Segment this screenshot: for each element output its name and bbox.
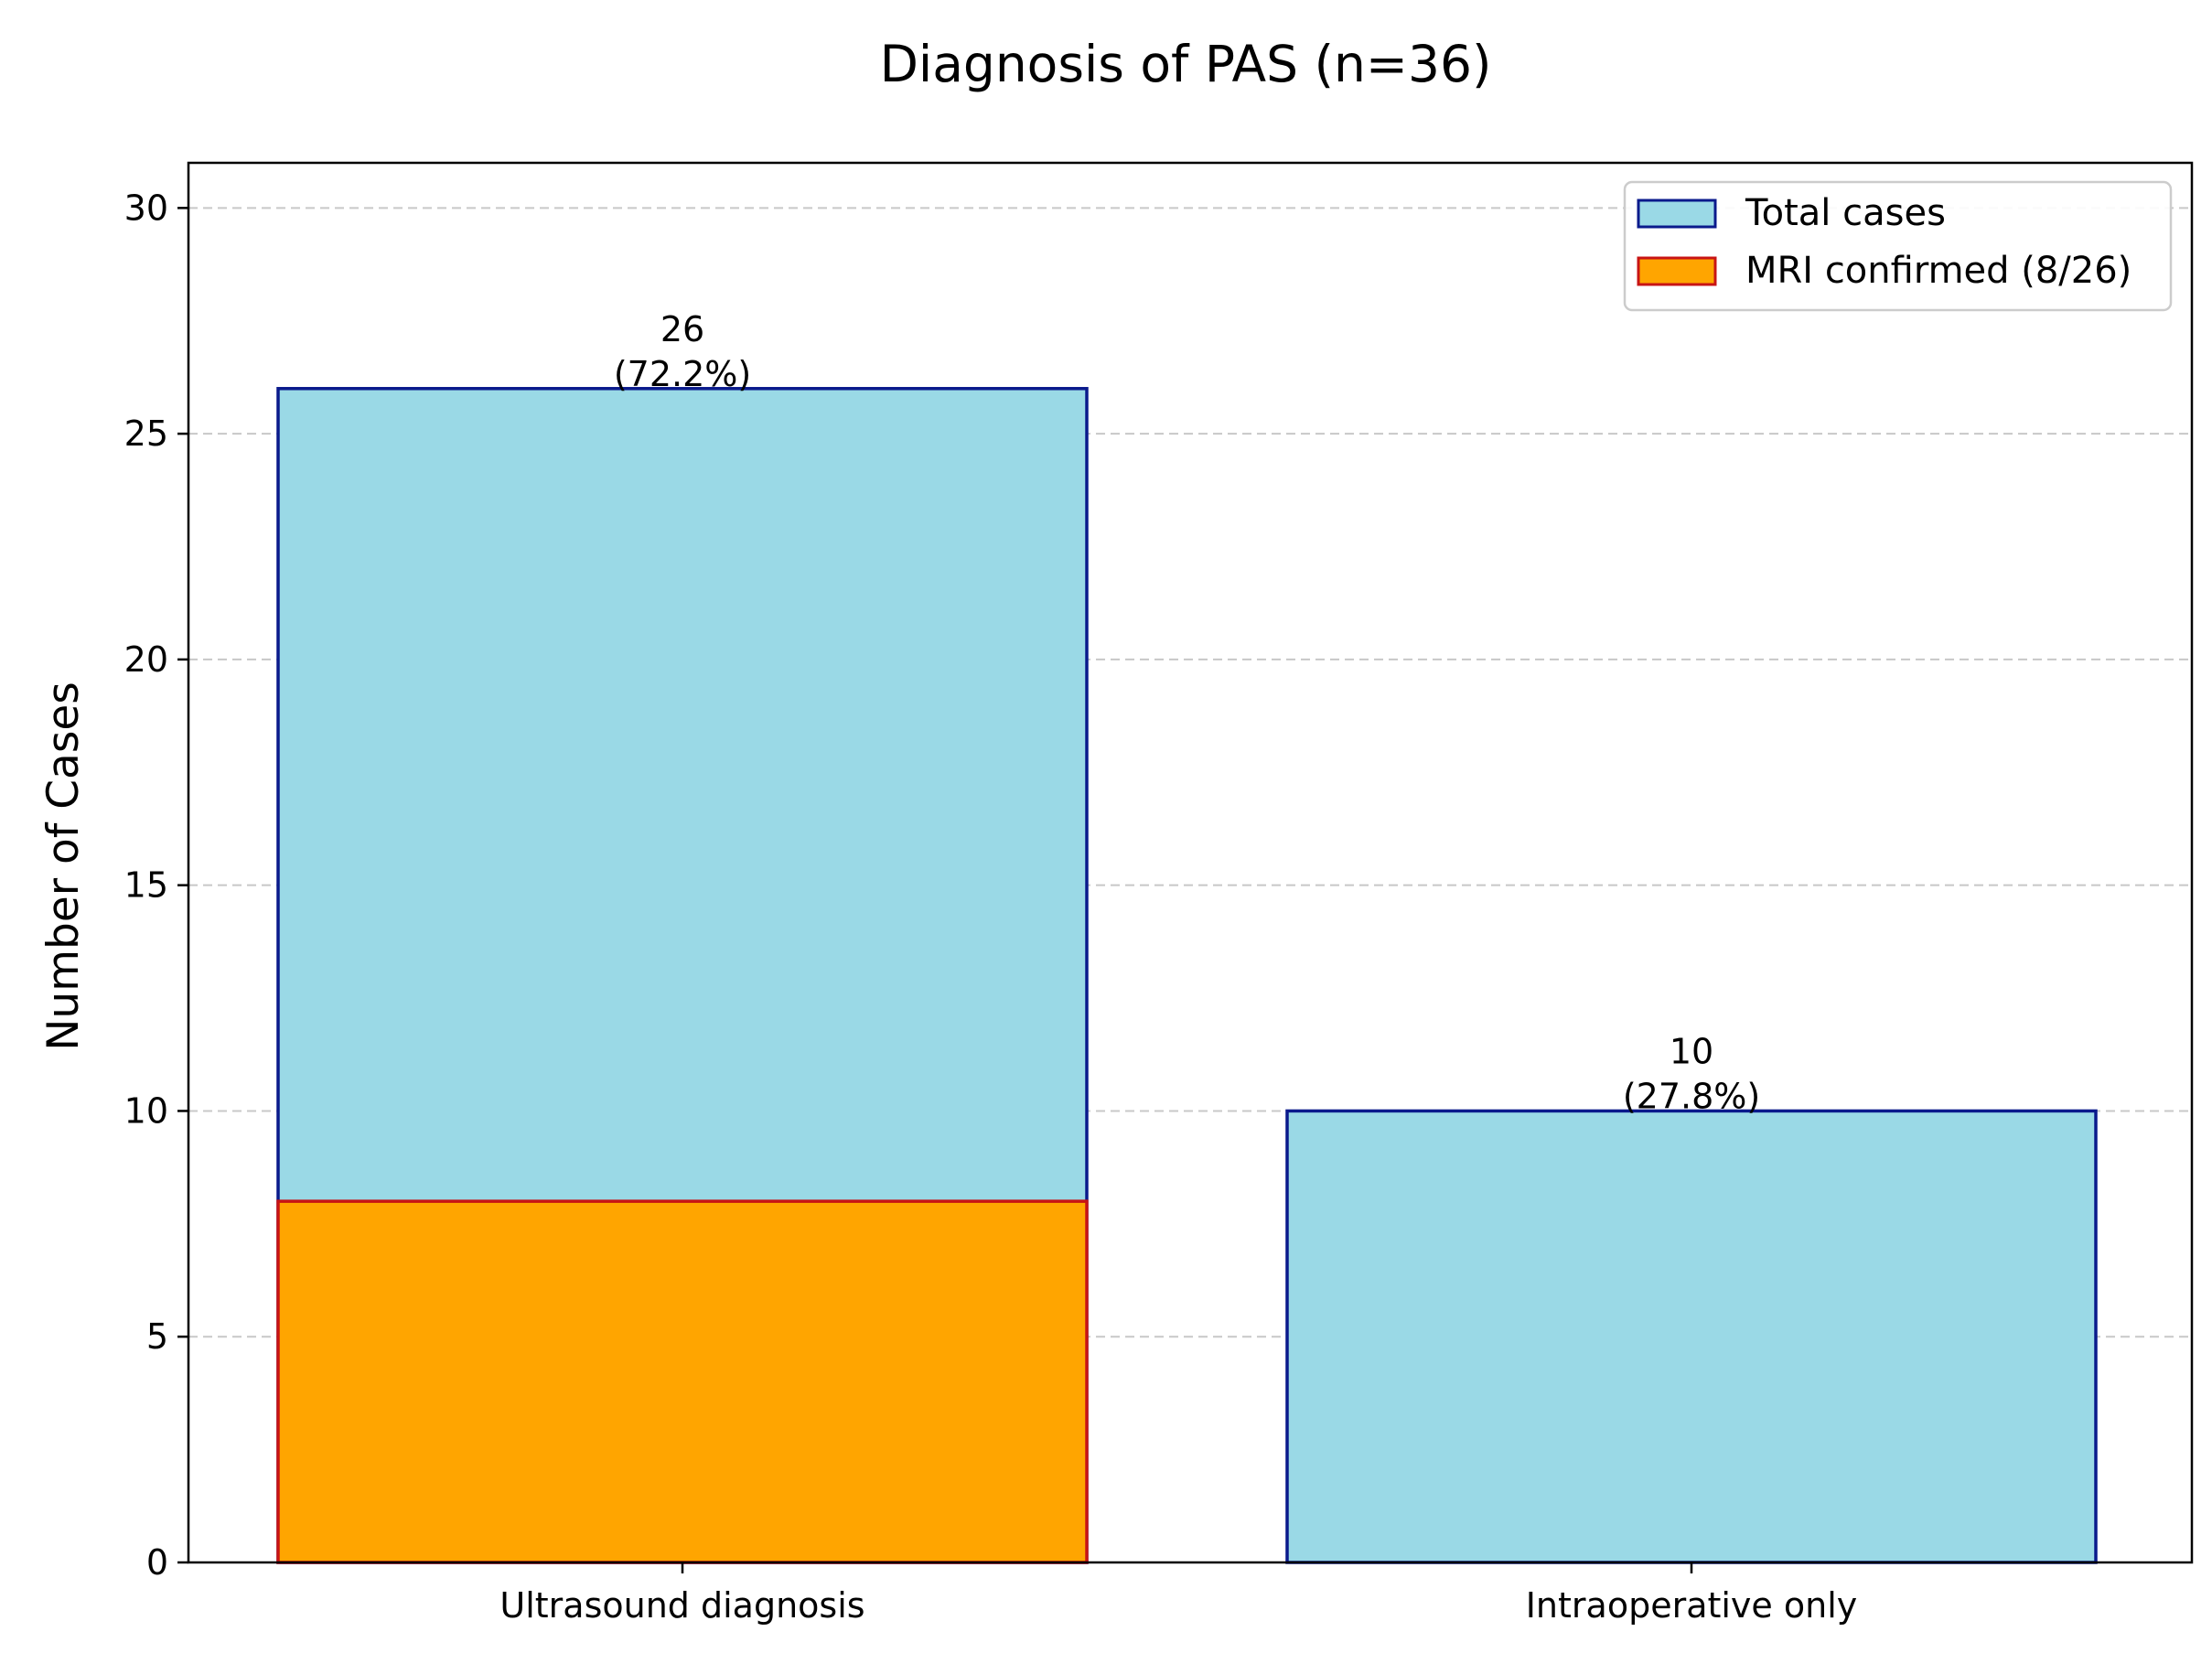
legend-swatch-mri-confirmed — [1637, 256, 1717, 286]
y-tick-label-20: 20 — [124, 639, 168, 680]
y-tick-label-0: 0 — [146, 1542, 168, 1583]
bar-total-1 — [1285, 1109, 2098, 1564]
y-tick-label-5: 5 — [146, 1316, 168, 1357]
data-label-percent-0: (72.2%) — [614, 354, 751, 394]
y-tick-label-10: 10 — [124, 1090, 168, 1131]
bars — [276, 387, 2098, 1564]
plot-frame — [187, 161, 2194, 1564]
ticks: 0 5 10 15 20 25 30 Ultrasound diagnosis Intraope… — [124, 188, 1858, 1626]
data-label-percent-1: (27.8%) — [1623, 1076, 1760, 1116]
y-axis-label: Number of Cases — [38, 682, 89, 1051]
data-label-value-1: 10 — [1670, 1031, 1713, 1071]
y-tick-label-15: 15 — [124, 865, 168, 906]
x-tick-label-1: Intraoperative only — [1526, 1585, 1858, 1626]
y-tick-label-30: 30 — [124, 188, 168, 228]
legend-box — [1623, 180, 2173, 312]
legend-swatch-total-cases — [1637, 199, 1717, 229]
y-tick-label-25: 25 — [124, 413, 168, 454]
legend-label-mri-confirmed: MRI confirmed (8/26) — [1745, 250, 2131, 292]
legend: Total cases MRI confirmed (8/26) — [1623, 180, 2173, 312]
x-tick-label-0: Ultrasound diagnosis — [499, 1585, 864, 1626]
data-label-value-0: 26 — [660, 309, 704, 349]
legend-label-total-cases: Total cases — [1745, 192, 1946, 234]
data-labels: 26 (72.2%) 10 (27.8%) — [614, 309, 1760, 1117]
bar-mri-0 — [276, 1199, 1089, 1564]
chart-title: Diagnosis of PAS (n=36) — [880, 35, 1492, 93]
